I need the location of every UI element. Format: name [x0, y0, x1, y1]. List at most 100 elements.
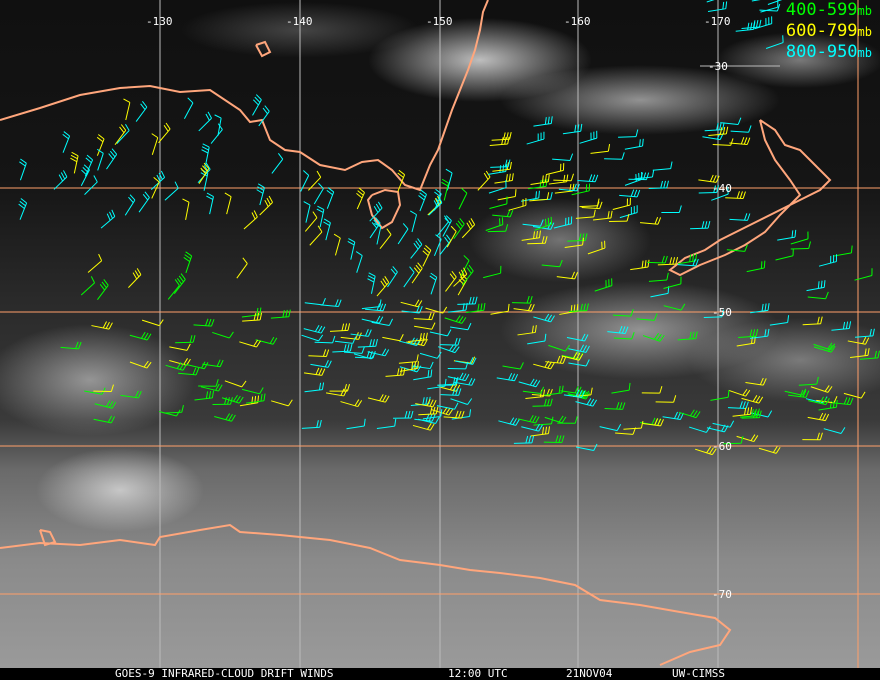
wind-barb — [726, 244, 748, 252]
grid-labels: -130 -140 -150 -160 -170 -30 -40 -50 -60 -70 — [146, 15, 732, 601]
wind-barb — [93, 384, 114, 393]
wind-barb — [418, 406, 439, 416]
wind-barb — [116, 124, 130, 144]
wind-barb — [612, 197, 631, 211]
wind-barb — [652, 161, 673, 171]
tasmania-coast — [366, 188, 402, 230]
wind-barb — [214, 413, 236, 422]
wind-barb — [502, 362, 524, 370]
wind-barb — [221, 394, 244, 404]
wind-barb — [636, 313, 658, 321]
wind-barb — [438, 376, 459, 386]
wind-barb — [443, 410, 465, 419]
wind-barb — [100, 209, 116, 229]
wind-barb — [397, 223, 409, 245]
wind-barb — [808, 396, 830, 406]
island-coast — [255, 40, 272, 58]
wind-barb — [816, 396, 838, 404]
wind-barb — [53, 170, 68, 190]
wind-barb — [84, 175, 98, 195]
wind-barb — [813, 342, 836, 351]
wind-barb — [313, 182, 324, 205]
wind-barb — [365, 303, 387, 312]
wind-barb — [494, 173, 514, 184]
wind-barb — [559, 304, 579, 315]
wind-barb — [628, 172, 650, 181]
wind-barb — [150, 170, 166, 190]
wind-barb — [87, 253, 103, 273]
wind-barb — [579, 198, 600, 208]
wind-barb — [498, 417, 520, 426]
wind-barb — [587, 240, 606, 255]
wind-barb — [736, 434, 759, 443]
wind-barb — [854, 328, 875, 338]
wind-barb — [729, 137, 751, 146]
wind-barb — [642, 333, 665, 342]
wind-barb — [735, 22, 756, 32]
wind-barb — [135, 101, 148, 122]
wind-barb — [522, 219, 544, 227]
wind-barb — [453, 356, 476, 364]
wind-barb — [271, 153, 284, 174]
wind-barb — [141, 319, 164, 327]
wind-barb — [413, 312, 435, 321]
wind-barb — [382, 334, 404, 342]
wind-barb — [241, 307, 262, 318]
wind-barb — [641, 386, 663, 394]
wind-barb — [612, 309, 634, 317]
wind-barb — [224, 380, 247, 388]
wind-barb — [745, 377, 767, 386]
wind-barb — [703, 309, 725, 318]
wind-barb — [303, 367, 326, 376]
wind-barb — [124, 194, 136, 216]
wind-barb — [818, 254, 838, 267]
wind-barb — [369, 201, 383, 222]
wind-barb — [400, 299, 423, 308]
wind-barb — [425, 306, 448, 314]
wind-barb — [566, 333, 589, 342]
wind-barb — [329, 323, 351, 332]
wind-barb — [810, 385, 833, 393]
wind-barb — [343, 346, 365, 354]
wind-barb — [806, 280, 826, 292]
new-zealand-coast — [668, 119, 832, 277]
wind-barb — [239, 339, 261, 348]
wind-barb — [552, 153, 574, 161]
wind-barb — [517, 325, 537, 336]
wind-barb — [419, 351, 442, 359]
wind-barb — [429, 272, 438, 295]
wind-barb — [307, 170, 322, 191]
wind-barb — [749, 328, 770, 339]
wind-barb — [255, 336, 278, 345]
wind-barb — [751, 0, 770, 2]
wind-barb — [544, 385, 564, 396]
wind-barb — [453, 218, 465, 240]
wind-barb — [750, 303, 770, 314]
wind-barb — [802, 432, 823, 441]
wind-barb — [710, 389, 730, 401]
wind-barb — [567, 233, 588, 242]
wind-barb — [843, 391, 866, 399]
wind-barb — [457, 273, 468, 296]
wind-barb — [533, 416, 554, 426]
wind-barb — [198, 379, 219, 387]
wind-barb — [379, 228, 392, 250]
wind-barb — [314, 335, 336, 344]
wind-barb — [527, 333, 547, 345]
wind-barb — [648, 180, 669, 190]
wind-barb — [309, 225, 323, 246]
wind-barb — [414, 322, 436, 330]
wind-barb — [303, 201, 311, 223]
wind-barb — [615, 427, 637, 435]
wind-barb — [557, 416, 578, 424]
wind-barb — [241, 387, 264, 395]
wind-barb — [657, 256, 679, 266]
wind-barb — [243, 210, 258, 230]
wind-barb — [151, 176, 160, 199]
wind-barb — [741, 395, 764, 404]
wind-barb — [224, 192, 232, 215]
wind-barb — [568, 390, 591, 400]
wind-barb — [194, 390, 215, 401]
wind-barb — [807, 412, 830, 422]
wind-barb — [802, 316, 823, 326]
